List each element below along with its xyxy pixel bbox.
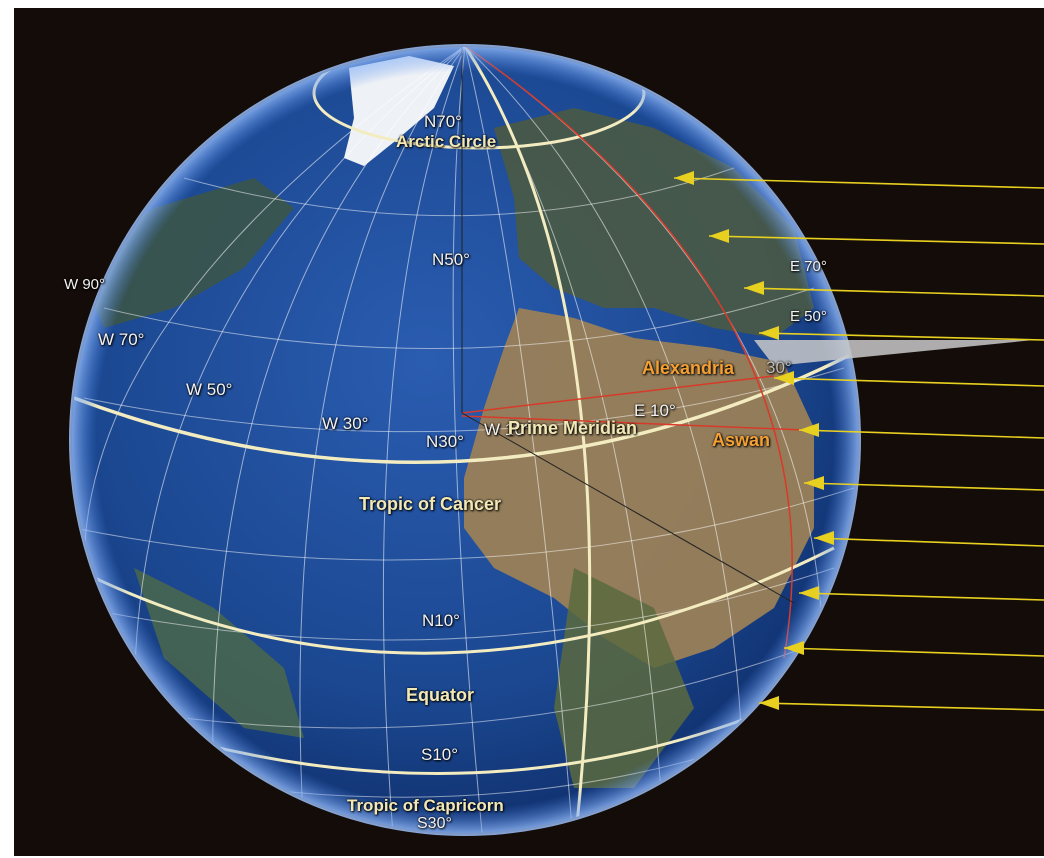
label-e50: E 50° [790,308,827,325]
globe-figure: N70° N50° N30° N10° S10° S30° W 90° W 70… [14,8,1044,856]
label-w70: W 70° [98,330,145,349]
sun-ray-arrow-icon [674,171,834,710]
label-aswan: Aswan [712,430,771,450]
label-equator: Equator [406,685,475,705]
label-s10: S10° [421,745,459,764]
label-tropic-of-capricorn: Tropic of Capricorn [347,796,504,815]
label-w30: W 30° [322,414,369,433]
label-s30: S30° [417,815,452,832]
label-arctic-circle: Arctic Circle [396,132,497,151]
label-n70: N70° [424,112,462,131]
sun-rays [673,177,1044,711]
label-prime-meridian: Prime Meridian [508,418,638,438]
label-tropic-of-cancer: Tropic of Cancer [359,494,502,514]
globe-illustration [69,44,1044,836]
label-n30: N30° [426,432,464,451]
label-n50: N50° [432,250,470,269]
label-e30: 30° [766,358,792,377]
label-n10: N10° [422,611,460,630]
label-w90: W 90° [64,276,106,293]
label-alexandria: Alexandria [642,358,735,378]
label-w10: W 10° [484,420,531,439]
label-w50: W 50° [186,380,233,399]
angle-wedge [754,340,1034,366]
label-e70: E 70° [790,258,827,275]
atmosphere-glow [69,44,861,836]
label-e10: E 10° [634,401,676,420]
